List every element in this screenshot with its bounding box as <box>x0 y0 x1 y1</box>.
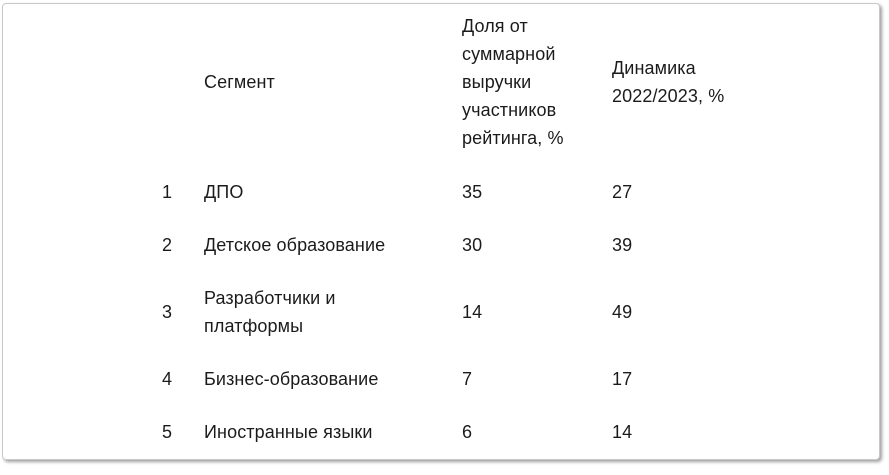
cell-dynamics: 17 <box>612 369 633 389</box>
table-card: Сегмент Доля от суммарной выручки участн… <box>2 3 880 460</box>
cell-segment: Разработчики и платформы <box>204 288 336 336</box>
cell-dynamics: 49 <box>612 302 633 322</box>
col-header-segment: Сегмент <box>204 72 275 92</box>
cell-dynamics: 39 <box>612 235 633 255</box>
cell-dynamics: 27 <box>612 182 633 202</box>
table-row: 4 Бизнес-образование 7 17 <box>162 353 782 406</box>
col-header-share: Доля от суммарной выручки участников рей… <box>462 16 564 148</box>
segments-table: Сегмент Доля от суммарной выручки участн… <box>162 4 782 459</box>
table-header-row: Сегмент Доля от суммарной выручки участн… <box>162 4 782 166</box>
cell-rank: 4 <box>162 369 173 389</box>
cell-segment: Иностранные языки <box>204 422 373 442</box>
table-row: 2 Детское образование 30 39 <box>162 219 782 272</box>
table-body: 1 ДПО 35 27 2 Детское образование 30 39 … <box>162 166 782 459</box>
cell-rank: 5 <box>162 422 173 442</box>
cell-segment: ДПО <box>204 182 244 202</box>
table-row: 1 ДПО 35 27 <box>162 166 782 219</box>
cell-rank: 2 <box>162 235 173 255</box>
cell-share: 6 <box>462 422 473 442</box>
cell-share: 35 <box>462 182 483 202</box>
cell-dynamics: 14 <box>612 422 633 442</box>
cell-segment: Бизнес-образование <box>204 369 379 389</box>
cell-share: 7 <box>462 369 473 389</box>
cell-share: 30 <box>462 235 483 255</box>
cell-segment: Детское образование <box>204 235 386 255</box>
col-header-dynamics: Динамика 2022/2023, % <box>612 58 725 106</box>
table-header: Сегмент Доля от суммарной выручки участн… <box>162 4 782 166</box>
cell-rank: 1 <box>162 182 173 202</box>
table-row: 5 Иностранные языки 6 14 <box>162 406 782 459</box>
col-header-rank <box>162 4 204 166</box>
table-row: 3 Разработчики и платформы 14 49 <box>162 272 782 353</box>
cell-rank: 3 <box>162 302 173 322</box>
cell-share: 14 <box>462 302 483 322</box>
